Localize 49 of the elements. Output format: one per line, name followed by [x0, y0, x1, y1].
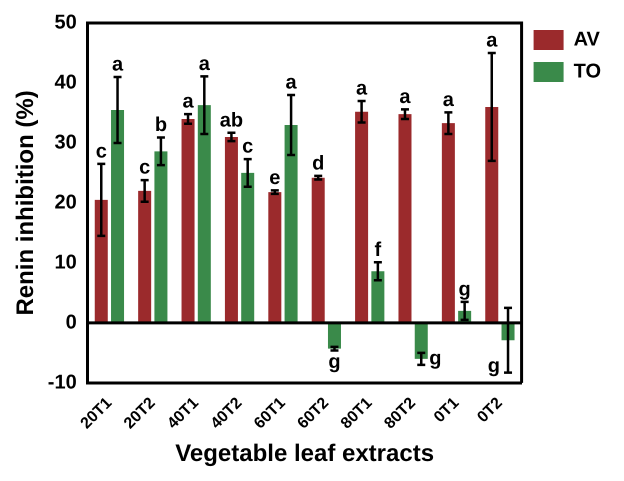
data-label: a — [198, 52, 211, 75]
data-label: d — [312, 152, 324, 174]
x-axis-title: Vegetable leaf extracts — [175, 440, 434, 468]
data-label: f — [374, 238, 382, 261]
bar — [198, 105, 211, 323]
data-label: g — [488, 355, 500, 378]
bar — [154, 151, 168, 323]
bar — [284, 124, 298, 323]
data-label: ab — [220, 109, 244, 132]
bar — [94, 200, 108, 323]
bar — [138, 190, 152, 323]
legend-label: AV — [574, 28, 601, 51]
data-label: a — [112, 53, 124, 76]
data-label: c — [96, 140, 107, 162]
x-tick-label: 0T1 — [430, 394, 463, 426]
data-label: a — [286, 71, 298, 94]
y-tick-label: 0 — [66, 311, 77, 334]
bar — [182, 118, 195, 323]
data-label: c — [139, 156, 150, 179]
bar — [485, 106, 498, 323]
bar — [241, 172, 254, 323]
data-label: a — [399, 86, 412, 108]
y-tick-label: 20 — [54, 191, 77, 214]
data-label: g — [429, 347, 442, 370]
bar — [371, 271, 384, 323]
y-tick-label: 10 — [54, 251, 77, 274]
data-label: a — [486, 30, 498, 52]
data-label: g — [458, 278, 471, 300]
data-label: c — [242, 136, 254, 158]
bar — [312, 178, 325, 323]
y-axis-title: Renin inhibition (%) — [12, 90, 40, 316]
y-tick-label: -10 — [48, 371, 77, 394]
bar — [355, 112, 368, 323]
y-tick-label: 30 — [54, 131, 77, 154]
y-tick-label: 50 — [54, 12, 77, 34]
y-tick-label: 40 — [54, 71, 77, 94]
bar — [268, 192, 282, 323]
bar — [111, 110, 124, 323]
data-label: b — [154, 114, 168, 136]
bar — [224, 136, 238, 323]
legend-label: TO — [574, 60, 602, 83]
data-label: g — [328, 350, 341, 373]
data-label: a — [442, 88, 455, 111]
data-label: a — [356, 77, 368, 100]
bar — [398, 114, 412, 323]
bar — [442, 123, 455, 323]
data-label: a — [182, 90, 194, 113]
x-tick-label: 0T2 — [474, 394, 506, 426]
data-label: e — [269, 166, 280, 189]
